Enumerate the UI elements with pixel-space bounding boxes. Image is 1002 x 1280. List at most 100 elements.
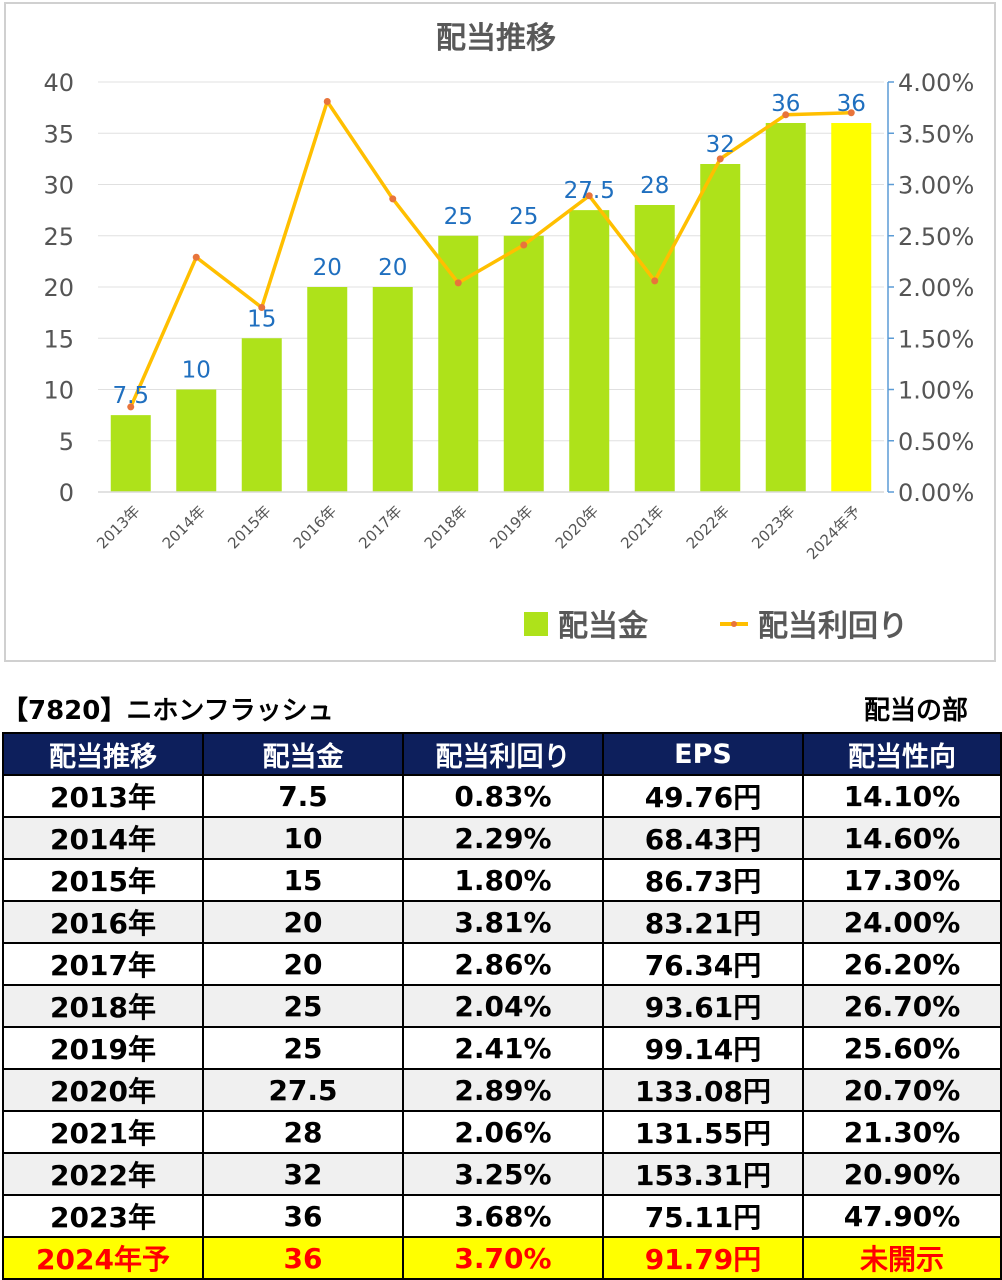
cell-payout: 17.30% (802, 858, 1002, 902)
cell-yield: 3.81% (402, 900, 604, 944)
header-eps: EPS (602, 732, 804, 776)
bar (765, 123, 806, 492)
bar-data-label: 20 (378, 255, 407, 281)
x-category-label: 2019年 (486, 502, 536, 552)
cell-yield: 2.41% (402, 1026, 604, 1070)
cell-yield: 3.68% (402, 1194, 604, 1238)
cell-dividend: 28 (202, 1110, 404, 1154)
bar (372, 287, 413, 492)
cell-year: 2016年 (2, 900, 204, 944)
bar-data-label: 15 (247, 306, 276, 332)
cell-year: 2014年 (2, 816, 204, 860)
cell-payout: 25.60% (802, 1026, 1002, 1070)
cell-year: 2015年 (2, 858, 204, 902)
legend-swatch-marker (731, 621, 737, 627)
bar (831, 123, 872, 492)
bar (110, 415, 151, 492)
table-row: 2021年 28 2.06% 131.55円 21.30% (2, 1110, 1002, 1154)
bar-data-label: 10 (182, 358, 211, 384)
cell-dividend: 36 (202, 1194, 404, 1238)
y-right-tick-label: 4.00% (898, 69, 974, 97)
x-category-label: 2014年 (159, 502, 209, 552)
yield-point (192, 253, 200, 261)
cell-payout: 47.90% (802, 1194, 1002, 1238)
header-dividend: 配当金 (202, 732, 404, 776)
cell-yield: 3.70% (402, 1236, 604, 1280)
cell-dividend: 20 (202, 900, 404, 944)
x-category-label: 2018年 (421, 502, 471, 552)
legend-swatch-bar (524, 612, 548, 636)
cell-payout: 14.60% (802, 816, 1002, 860)
cell-eps: 133.08円 (602, 1068, 804, 1112)
bar (438, 235, 479, 492)
yield-point (454, 279, 462, 287)
cell-eps: 49.76円 (602, 774, 804, 818)
bar-data-label: 36 (771, 91, 800, 117)
header-year: 配当推移 (2, 732, 204, 776)
cell-dividend: 27.5 (202, 1068, 404, 1112)
yield-point (847, 109, 855, 117)
y-left-tick-label: 0 (59, 479, 74, 507)
cell-dividend: 36 (202, 1236, 404, 1280)
cell-dividend: 15 (202, 858, 404, 902)
bar-data-label: 28 (640, 173, 669, 199)
cell-eps: 153.31円 (602, 1152, 804, 1196)
x-category-label: 2020年 (552, 502, 602, 552)
x-category-label: 2024年予 (803, 502, 864, 563)
cell-year: 2017年 (2, 942, 204, 986)
cell-eps: 68.43円 (602, 816, 804, 860)
chart-panel: 配当推移 7.5 10 15 20 20 25 25 27.5 28 32 36 36 0 5 10 15 2… (4, 2, 996, 662)
bar-data-label: 20 (313, 255, 342, 281)
table-row: 2015年 15 1.80% 86.73円 17.30% (2, 858, 1002, 902)
cell-yield: 2.04% (402, 984, 604, 1028)
cell-payout: 20.90% (802, 1152, 1002, 1196)
x-category-label: 2021年 (617, 502, 667, 552)
cell-yield: 0.83% (402, 774, 604, 818)
y-right-tick-label: 0.00% (898, 479, 974, 507)
yield-point (127, 403, 135, 411)
cell-yield: 2.06% (402, 1110, 604, 1154)
table-row: 2016年 20 3.81% 83.21円 24.00% (2, 900, 1002, 944)
table-row: 2024年予 36 3.70% 91.79円 未開示 (2, 1236, 1002, 1280)
table-section-label: 配当の部 (863, 696, 968, 726)
x-category-label: 2015年 (224, 502, 274, 552)
x-category-label: 2013年 (93, 502, 143, 552)
x-category-label: 2017年 (355, 502, 405, 552)
cell-dividend: 20 (202, 942, 404, 986)
header-yield: 配当利回り (402, 732, 604, 776)
y-right-tick-label: 3.50% (898, 120, 974, 148)
y-left-tick-label: 35 (43, 120, 74, 148)
cell-payout: 21.30% (802, 1110, 1002, 1154)
x-category-label: 2023年 (748, 502, 798, 552)
yield-point (258, 304, 266, 311)
cell-year: 2019年 (2, 1026, 204, 1070)
yield-point (782, 111, 790, 119)
bar (176, 389, 217, 492)
yield-point (716, 155, 724, 163)
yield-point (389, 195, 397, 203)
table-row: 2017年 20 2.86% 76.34円 26.20% (2, 942, 1002, 986)
cell-year: 2018年 (2, 984, 204, 1028)
bar (634, 205, 675, 492)
bar (503, 235, 544, 492)
bar (569, 210, 610, 492)
cell-eps: 75.11円 (602, 1194, 804, 1238)
bar-data-label: 25 (509, 204, 538, 230)
yield-line (129, 99, 852, 408)
table-row: 2023年 36 3.68% 75.11円 47.90% (2, 1194, 1002, 1238)
cell-year: 2023年 (2, 1194, 204, 1238)
y-right-tick-label: 0.50% (898, 428, 974, 456)
cell-dividend: 25 (202, 984, 404, 1028)
yield-point (651, 277, 659, 285)
chart-title: 配当推移 (436, 21, 556, 56)
table-header-row: 配当推移 配当金 配当利回り EPS 配当性向 (2, 732, 1002, 776)
cell-year: 2013年 (2, 774, 204, 818)
x-category-label: 2022年 (683, 502, 733, 552)
bar-data-label: 32 (706, 132, 735, 158)
table-row: 2019年 25 2.41% 99.14円 25.60% (2, 1026, 1002, 1070)
table-title: 【7820】ニホンフラッシュ (2, 696, 334, 726)
cell-eps: 93.61円 (602, 984, 804, 1028)
y-left-tick-label: 5 (59, 428, 74, 456)
cell-eps: 86.73円 (602, 858, 804, 902)
bar-data-label: 36 (837, 91, 866, 117)
